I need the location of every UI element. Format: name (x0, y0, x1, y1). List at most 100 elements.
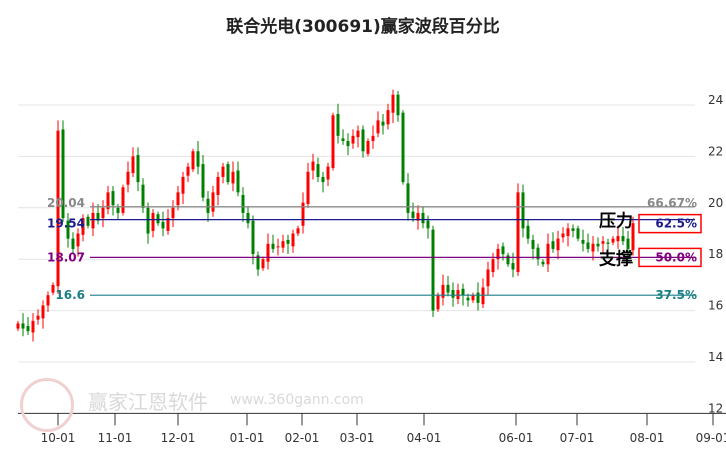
candle-body (591, 243, 595, 252)
candle-body (196, 151, 200, 167)
y-tick-label: 24 (708, 93, 723, 107)
candle-body (181, 176, 185, 194)
y-tick-label: 18 (708, 247, 723, 261)
candle-body (241, 194, 245, 213)
candle-body (581, 239, 585, 244)
candle-body (66, 220, 70, 239)
candle-body (431, 229, 435, 311)
candle-body (416, 212, 420, 221)
candle-body (336, 113, 340, 136)
candle-body (411, 211, 415, 219)
candle-body (406, 183, 410, 213)
candle-body (211, 192, 215, 212)
y-tick-label: 20 (708, 196, 723, 210)
candle-body (261, 259, 265, 269)
candle-body (371, 135, 375, 141)
candle-body (36, 315, 40, 320)
candle-body (171, 207, 175, 219)
candle-body (216, 176, 220, 195)
candle-body (456, 290, 460, 300)
level-price-label: 20.04 (47, 196, 85, 210)
candle-body (91, 212, 95, 229)
candle-body (141, 184, 145, 208)
candle-body (136, 155, 140, 183)
candle-body (471, 295, 475, 301)
candle-body (531, 239, 535, 249)
candle-body (71, 238, 75, 249)
candle-body (126, 171, 130, 185)
candle-body (446, 284, 450, 293)
level-price-label: 19.54 (47, 217, 85, 231)
candle-body (366, 140, 370, 154)
candle-body (351, 135, 355, 144)
candle-body (121, 187, 125, 213)
candle-body (496, 248, 500, 260)
candle-body (331, 115, 335, 168)
candle-body (556, 238, 560, 251)
candle-body (401, 112, 405, 183)
watermark-brand: 赢家江恩软件 (88, 390, 208, 414)
candle-body (221, 166, 225, 177)
candle-body (246, 212, 250, 224)
x-tick-label: 07-01 (560, 431, 595, 445)
x-tick-label: 04-01 (407, 431, 442, 445)
x-tick-label: 08-01 (630, 431, 665, 445)
x-tick-label: 10-01 (41, 431, 76, 445)
candle-body (106, 192, 110, 210)
candle-body (361, 129, 365, 152)
candle-body (611, 238, 615, 243)
candle-body (51, 284, 55, 293)
candle-body (536, 247, 540, 260)
candle-body (506, 255, 510, 265)
candle-body (501, 246, 505, 255)
candle-body (236, 170, 240, 193)
candle-body (201, 164, 205, 198)
candle-body (346, 140, 350, 147)
candle-body (551, 241, 555, 249)
candle-body (396, 94, 400, 116)
candle-body (226, 164, 230, 183)
candle-body (541, 261, 545, 265)
candle-body (76, 233, 80, 247)
candle-body (131, 156, 135, 174)
level-price-label: 18.07 (47, 250, 85, 264)
candle-body (526, 225, 530, 239)
candle-body (441, 284, 445, 298)
candle-body (486, 269, 490, 287)
highlight-box (638, 247, 702, 268)
watermark-url: www.360gann.com (230, 392, 364, 408)
watermark-seal (20, 378, 74, 432)
candle-body (256, 255, 260, 270)
candle-body (566, 228, 570, 237)
x-tick-label: 12-01 (161, 431, 196, 445)
candle-body (326, 166, 330, 180)
level-price-label: 16.6 (55, 288, 85, 302)
candle-body (266, 243, 270, 262)
candle-body (271, 243, 275, 249)
candle-body (21, 323, 25, 329)
candle-body (296, 228, 300, 234)
candle-body (321, 176, 325, 183)
candle-body (16, 323, 20, 329)
candle-body (146, 207, 150, 234)
candle-body (186, 166, 190, 176)
candle-body (546, 243, 550, 265)
candle-body (426, 220, 430, 229)
y-tick-label: 14 (708, 350, 723, 364)
candle-body (291, 233, 295, 247)
candle-body (286, 239, 290, 244)
level-percent-label: 62.5% (655, 217, 697, 231)
candle-body (436, 295, 440, 310)
candle-body (231, 171, 235, 184)
x-tick-label: 09-01 (696, 431, 726, 445)
candle-body (631, 223, 635, 251)
candle-body (306, 171, 310, 204)
candle-body (206, 198, 210, 213)
x-tick-label: 02-01 (285, 431, 320, 445)
candle-body (251, 220, 255, 255)
candle-body (421, 212, 425, 224)
candle-body (46, 295, 50, 306)
support-label: 支撑 (599, 248, 633, 269)
candle-body (621, 236, 625, 242)
